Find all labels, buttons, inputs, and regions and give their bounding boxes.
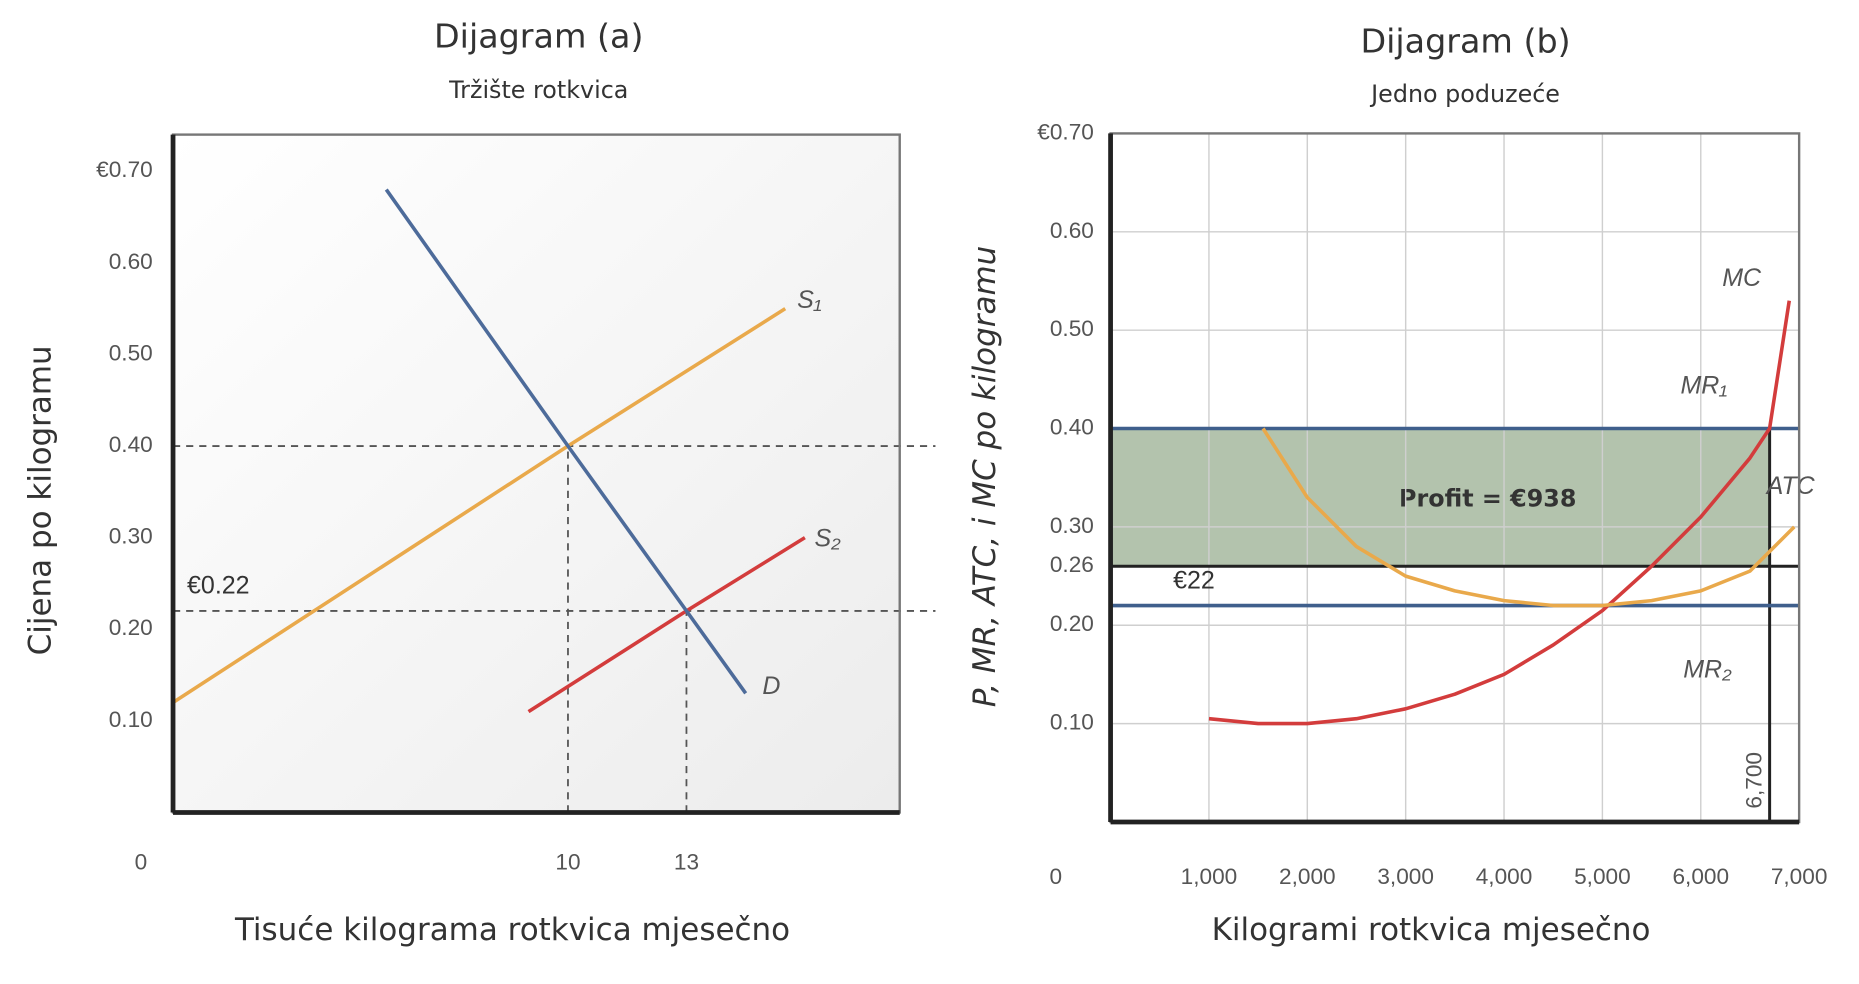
price-label: €22: [1173, 566, 1215, 594]
y-tick-label: 0.50: [1050, 316, 1094, 341]
y-tick-label: 0.60: [1050, 218, 1094, 243]
x-tick-label: 13: [674, 850, 699, 875]
x-tick-label: 4,000: [1476, 864, 1533, 889]
x-tick-label: 5,000: [1574, 864, 1631, 889]
y-axis-label: P, MR, ATC, i MC po kilogramu: [967, 246, 1003, 708]
x-axis-label: Kilogrami rotkvica mjesečno: [1212, 912, 1651, 948]
x-tick-label: 0: [135, 850, 148, 875]
series-line: [1208, 300, 1792, 726]
y-tick-label: 0.60: [109, 249, 153, 274]
x-tick-label: 0: [1049, 864, 1062, 889]
y-tick-label: 0.40: [1050, 415, 1094, 440]
series-line: [1261, 427, 1796, 608]
series-label: ATC: [1765, 472, 1816, 500]
x-tick-label: 1,000: [1181, 864, 1238, 889]
x-tick-label: 2,000: [1279, 864, 1336, 889]
series-label: S₂: [814, 525, 841, 553]
series-label: MR₁: [1680, 371, 1727, 399]
chart-panel: Dijagram (a) Tržište rotkvica Tisuće kilog…: [22, 17, 936, 948]
y-tick-label: 0.10: [1050, 710, 1094, 735]
series-label: MC: [1722, 264, 1762, 292]
x-tick-label: 10: [555, 850, 580, 875]
y-tick-label: 0.20: [1050, 611, 1094, 636]
plot-area: [173, 134, 900, 813]
series-label: S₁: [797, 286, 822, 314]
chart-panel: Dijagram (b) Jedno poduzeće Kilogrami rotk…: [967, 21, 1827, 948]
y-tick-label: 0.30: [1050, 513, 1094, 538]
y-tick-label: 0.10: [109, 707, 153, 732]
x-tick-label: 6,000: [1672, 864, 1729, 889]
chart-title: Dijagram (a): [434, 17, 643, 56]
profit-label: Profit = €938: [1399, 484, 1576, 512]
y-tick-label: 0.30: [109, 524, 153, 549]
chart-subtitle: Jedno poduzeće: [1369, 80, 1560, 108]
x-tick-label: 7,000: [1771, 864, 1828, 889]
chart-subtitle: Tržište rotkvica: [448, 76, 628, 104]
y-tick-label: €0.70: [96, 157, 153, 182]
chart-title: Dijagram (b): [1360, 21, 1570, 60]
y-tick-label: 0.26: [1050, 552, 1094, 577]
price-label: €0.22: [187, 572, 250, 600]
y-tick-label: 0.40: [109, 432, 153, 457]
reference-label: 6,700: [1741, 752, 1766, 809]
series-line: [384, 188, 748, 695]
series-label: MR₂: [1683, 656, 1732, 684]
y-axis-label: Cijena po kilogramu: [22, 345, 58, 655]
y-tick-label: 0.20: [109, 615, 153, 640]
series-label: D: [762, 672, 780, 700]
x-tick-label: 3,000: [1377, 864, 1434, 889]
y-tick-label: €0.70: [1037, 119, 1094, 144]
x-axis-label: Tisuće kilograma rotkvica mjesečno: [234, 912, 790, 948]
y-tick-label: 0.50: [109, 340, 153, 365]
profit-area: [1110, 428, 1770, 567]
